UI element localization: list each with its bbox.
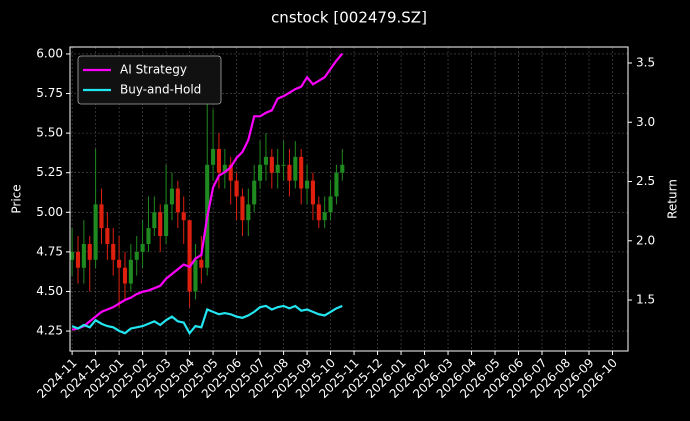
series-line bbox=[71, 52, 344, 331]
candle-body bbox=[310, 180, 315, 205]
candle-body bbox=[93, 204, 98, 260]
candle-body bbox=[281, 164, 286, 166]
candle-body bbox=[275, 164, 280, 173]
candle-body bbox=[328, 196, 333, 213]
legend-label: Buy-and-Hold bbox=[120, 83, 201, 97]
candle-body bbox=[316, 204, 321, 221]
candle-body bbox=[287, 164, 292, 181]
y2-tick-label: 3.5 bbox=[636, 56, 655, 70]
y2-tick-label: 3.0 bbox=[636, 115, 655, 129]
candle-body bbox=[164, 204, 169, 237]
candle-body bbox=[193, 259, 198, 292]
y2-tick-label: 2.5 bbox=[636, 174, 655, 188]
candle-body bbox=[222, 164, 227, 173]
plot-frame bbox=[69, 46, 629, 352]
legend-box bbox=[77, 55, 222, 105]
candle-body bbox=[299, 156, 304, 189]
candle-body bbox=[228, 164, 233, 181]
y2-tick-label: 1.5 bbox=[636, 293, 655, 307]
candle-body bbox=[87, 243, 92, 260]
candle-body bbox=[293, 156, 298, 181]
candle-body bbox=[175, 188, 180, 213]
candle-body bbox=[128, 259, 133, 284]
candle-body bbox=[105, 228, 110, 244]
candle-body bbox=[263, 156, 269, 165]
candle-body bbox=[252, 180, 257, 205]
y-tick-label: 5.00 bbox=[36, 205, 63, 219]
y-tick-label: 5.50 bbox=[36, 126, 63, 140]
y-tick-label: 6.00 bbox=[36, 46, 63, 60]
y-tick-label: 4.25 bbox=[36, 324, 63, 338]
legend-label: AI Strategy bbox=[120, 63, 187, 77]
candle-body bbox=[199, 259, 204, 268]
candle-body bbox=[211, 148, 216, 165]
candle-body bbox=[122, 267, 128, 284]
candle-body bbox=[181, 212, 186, 221]
candle-body bbox=[334, 172, 339, 197]
candle-body bbox=[269, 156, 274, 173]
candle-body bbox=[246, 204, 251, 221]
candle-body bbox=[134, 251, 139, 260]
candle-body bbox=[340, 164, 345, 173]
candle-body bbox=[81, 243, 86, 268]
candle-body bbox=[158, 212, 163, 237]
candle-body bbox=[140, 243, 145, 252]
candle-body bbox=[99, 204, 104, 229]
candle-body bbox=[146, 228, 151, 244]
candle-body bbox=[117, 259, 122, 268]
y2-axis-label: Return bbox=[666, 179, 680, 219]
candle-body bbox=[187, 220, 192, 292]
candle-body bbox=[152, 212, 157, 229]
candle-body bbox=[216, 148, 222, 173]
y-tick-label: 5.75 bbox=[36, 86, 63, 100]
y-axis-label: Price bbox=[10, 184, 24, 213]
candle-body bbox=[70, 251, 75, 260]
legend: AI Strategy Buy-and-Hold bbox=[77, 55, 222, 105]
chart-title: cnstock [002479.SZ] bbox=[271, 9, 427, 27]
candle-body bbox=[75, 251, 81, 268]
candle-body bbox=[322, 212, 327, 221]
candle-body bbox=[169, 188, 175, 205]
y-tick-label: 4.75 bbox=[36, 244, 63, 258]
candle-body bbox=[234, 180, 239, 197]
candle-body bbox=[240, 196, 245, 221]
candle-body bbox=[111, 243, 116, 260]
y-tick-label: 4.50 bbox=[36, 284, 63, 298]
y-tick-label: 5.25 bbox=[36, 165, 63, 179]
series-line bbox=[71, 304, 343, 336]
candle-body bbox=[258, 164, 263, 181]
y2-tick-label: 2.0 bbox=[636, 233, 655, 247]
candle-body bbox=[305, 180, 310, 189]
